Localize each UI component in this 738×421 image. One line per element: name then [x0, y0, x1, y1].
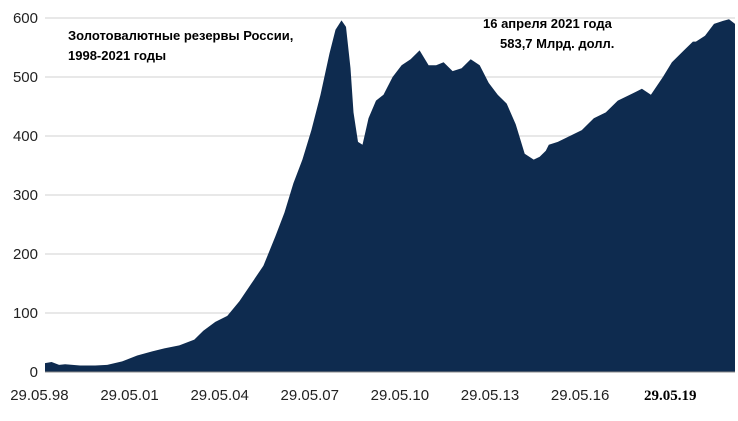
- x-tick-label: 29.05.04: [190, 387, 248, 404]
- y-tick-labels: 0 100 200 300 400 500 600: [13, 10, 38, 381]
- y-tick-label: 500: [13, 69, 38, 86]
- y-tick-label: 200: [13, 246, 38, 263]
- x-tick-label: 29.05.19: [644, 388, 697, 404]
- x-tick-label: 29.05.10: [371, 387, 429, 404]
- y-tick-label: 0: [30, 364, 38, 381]
- x-tick-label: 29.05.13: [461, 387, 519, 404]
- annotation-date: 16 апреля 2021 года: [483, 16, 613, 31]
- chart-title-line1: Золотовалютные резервы России,: [68, 28, 293, 43]
- x-tick-label: 29.05.98: [10, 387, 68, 404]
- reserves-area: [45, 19, 735, 372]
- y-tick-label: 400: [13, 128, 38, 145]
- y-tick-label: 100: [13, 305, 38, 322]
- x-tick-label: 29.05.01: [100, 387, 158, 404]
- y-tick-label: 600: [13, 10, 38, 27]
- annotation-value: 583,7 Млрд. долл.: [500, 36, 614, 51]
- x-tick-labels: 29.05.98 29.05.01 29.05.04 29.05.07 29.05.10…: [10, 387, 696, 404]
- x-tick-label: 29.05.16: [551, 387, 609, 404]
- chart-title-line2: 1998-2021 годы: [68, 48, 166, 63]
- x-tick-label: 29.05.07: [281, 387, 339, 404]
- y-tick-label: 300: [13, 187, 38, 204]
